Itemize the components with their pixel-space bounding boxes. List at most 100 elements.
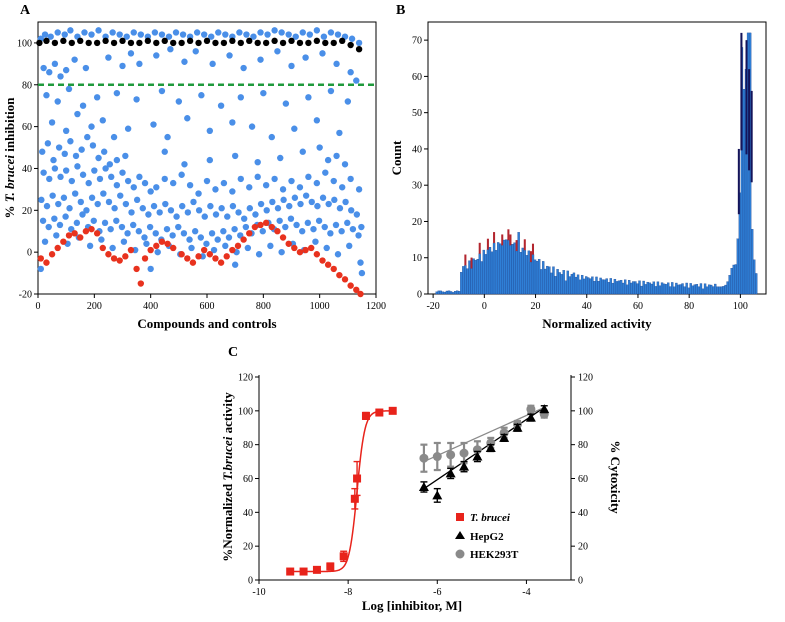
histogram-bar bbox=[701, 288, 705, 295]
data-point bbox=[344, 219, 351, 227]
data-point bbox=[192, 48, 199, 55]
data-point bbox=[231, 152, 239, 160]
data-point bbox=[271, 175, 278, 183]
histogram-bar-dark bbox=[745, 40, 748, 155]
data-point bbox=[79, 211, 86, 218]
data-point bbox=[54, 98, 61, 105]
data-point bbox=[206, 156, 214, 164]
data-point bbox=[285, 240, 292, 247]
histogram-bar bbox=[728, 275, 731, 295]
panel-a: A 0 200 400 600 800 1000 1200 -20 0 20 40 60 80 100 C… bbox=[2, 3, 386, 331]
y2-tick-label: 120 bbox=[578, 373, 593, 384]
histogram-bar bbox=[464, 265, 467, 295]
y-tick-label: 50 bbox=[412, 108, 422, 119]
data-point bbox=[53, 232, 60, 239]
histogram-bar bbox=[718, 286, 721, 295]
tbrucei-point bbox=[326, 562, 335, 571]
y2-tick-label: 60 bbox=[578, 474, 588, 485]
histogram-bar bbox=[599, 277, 602, 295]
data-point bbox=[353, 286, 360, 294]
histogram-bar bbox=[646, 281, 649, 295]
histogram-bar bbox=[673, 286, 676, 295]
data-point bbox=[271, 27, 278, 34]
data-point bbox=[319, 194, 327, 201]
data-point bbox=[46, 175, 53, 183]
data-point bbox=[357, 290, 364, 298]
histogram-bar bbox=[550, 272, 553, 295]
histogram-bar bbox=[501, 245, 504, 295]
histogram-bar-red bbox=[464, 254, 467, 266]
histogram-bar bbox=[488, 246, 492, 295]
data-point bbox=[130, 29, 137, 36]
data-point bbox=[251, 223, 259, 231]
data-point bbox=[277, 154, 284, 162]
data-point bbox=[327, 230, 334, 237]
histogram-bar bbox=[472, 258, 475, 295]
data-point bbox=[297, 200, 304, 208]
data-point bbox=[225, 234, 233, 241]
y-tick-label: -20 bbox=[19, 290, 32, 301]
data-point bbox=[181, 161, 188, 168]
data-point bbox=[95, 27, 102, 34]
data-point bbox=[105, 251, 112, 258]
data-point bbox=[291, 244, 298, 252]
data-point bbox=[88, 123, 95, 130]
histogram-bar bbox=[619, 279, 623, 295]
data-point bbox=[229, 119, 236, 126]
histogram-bar bbox=[654, 286, 658, 295]
data-point bbox=[137, 280, 145, 287]
histogram-bar-red bbox=[478, 242, 481, 254]
histogram-bar bbox=[548, 266, 551, 295]
data-point bbox=[62, 127, 70, 134]
panel-c-legend: T. brucei HepG2 HEK293T bbox=[455, 512, 519, 561]
data-point bbox=[220, 39, 228, 47]
y-tick-label: 80 bbox=[22, 80, 32, 91]
histogram-bar bbox=[458, 291, 461, 295]
data-point bbox=[180, 230, 188, 237]
histogram-bar bbox=[456, 290, 459, 295]
data-point bbox=[60, 194, 68, 201]
histogram-bar bbox=[439, 290, 442, 295]
data-point bbox=[226, 52, 233, 59]
data-point bbox=[310, 225, 317, 233]
data-point bbox=[113, 89, 121, 97]
panel-a-y-title: % T. brucei inhibition bbox=[2, 97, 17, 219]
data-point bbox=[195, 39, 202, 47]
data-point bbox=[124, 125, 132, 132]
data-point bbox=[43, 37, 50, 45]
histogram-bar bbox=[507, 240, 510, 295]
data-point bbox=[178, 171, 185, 178]
data-point bbox=[163, 225, 171, 233]
data-point bbox=[41, 31, 49, 38]
data-point bbox=[82, 64, 90, 72]
data-point bbox=[222, 31, 229, 38]
data-point bbox=[200, 246, 208, 254]
y-tick-label: 100 bbox=[17, 38, 32, 49]
data-point bbox=[260, 89, 267, 97]
x-tick-label: 1200 bbox=[366, 301, 386, 312]
tbrucei-point bbox=[361, 411, 370, 420]
data-point bbox=[38, 196, 45, 204]
x-tick-label: 40 bbox=[582, 301, 592, 312]
data-point bbox=[111, 205, 118, 212]
histogram-bar bbox=[531, 254, 535, 295]
data-point bbox=[55, 144, 63, 151]
data-point bbox=[47, 33, 54, 40]
panel-b-x-title: Normalized activity bbox=[542, 316, 652, 331]
data-point bbox=[240, 64, 247, 72]
data-point bbox=[271, 37, 278, 45]
x-tick-label: 100 bbox=[733, 301, 748, 312]
data-point bbox=[344, 98, 352, 105]
histogram-bar bbox=[478, 253, 481, 295]
y-tick-label: 10 bbox=[412, 253, 422, 264]
data-point bbox=[217, 102, 225, 109]
data-point bbox=[313, 37, 321, 45]
data-point bbox=[341, 276, 349, 283]
histogram-bar-red bbox=[493, 232, 496, 243]
legend-tbrucei-label: T. brucei bbox=[470, 512, 511, 524]
histogram-bar bbox=[494, 250, 498, 295]
data-point bbox=[40, 64, 47, 72]
data-point bbox=[235, 209, 242, 216]
data-point bbox=[77, 37, 84, 45]
data-point bbox=[334, 251, 342, 258]
